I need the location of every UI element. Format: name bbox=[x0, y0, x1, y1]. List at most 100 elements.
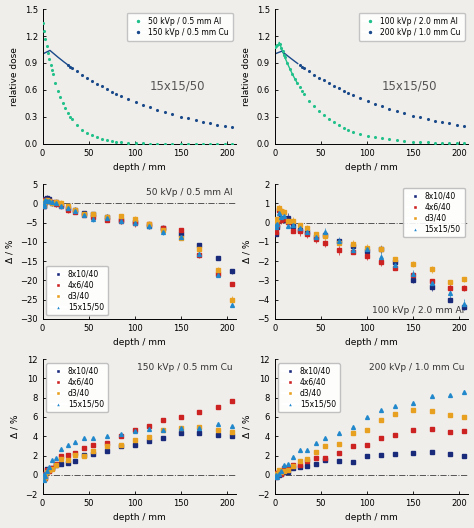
Legend: 50 kVp / 0.5 mm Al, 150 kVp / 0.5 mm Cu: 50 kVp / 0.5 mm Al, 150 kVp / 0.5 mm Cu bbox=[127, 13, 233, 41]
Point bbox=[409, 111, 417, 120]
Point bbox=[39, 18, 46, 27]
Point bbox=[393, 107, 401, 115]
Y-axis label: relative dose: relative dose bbox=[10, 47, 19, 106]
Point bbox=[289, 70, 296, 78]
Y-axis label: Δ / %: Δ / % bbox=[243, 240, 252, 263]
Point bbox=[424, 138, 431, 147]
Point bbox=[330, 82, 337, 90]
Point bbox=[40, 27, 48, 35]
Point bbox=[371, 133, 379, 142]
Point bbox=[199, 139, 207, 148]
Point bbox=[320, 111, 328, 120]
Point bbox=[349, 91, 357, 99]
Point bbox=[310, 70, 318, 79]
Point bbox=[325, 79, 333, 88]
Point bbox=[184, 114, 192, 122]
Point bbox=[277, 44, 285, 52]
Point bbox=[66, 62, 74, 71]
Point bbox=[199, 118, 207, 126]
Point bbox=[43, 42, 50, 50]
Point bbox=[213, 120, 221, 129]
Point bbox=[453, 139, 460, 147]
X-axis label: depth / mm: depth / mm bbox=[113, 513, 166, 522]
Point bbox=[113, 137, 120, 146]
Legend: 8x10/40, 4x6/40, d3/40, 15x15/50: 8x10/40, 4x6/40, d3/40, 15x15/50 bbox=[46, 266, 108, 315]
Point bbox=[68, 115, 76, 124]
Point bbox=[83, 129, 91, 137]
Point bbox=[431, 116, 438, 125]
Point bbox=[154, 106, 161, 114]
Point bbox=[385, 105, 393, 113]
Point bbox=[305, 67, 313, 76]
Point bbox=[378, 102, 386, 110]
Point bbox=[168, 110, 175, 118]
Point bbox=[221, 121, 228, 130]
Point bbox=[273, 41, 281, 50]
Point bbox=[296, 83, 304, 91]
Text: 150 kVp / 0.5 mm Cu: 150 kVp / 0.5 mm Cu bbox=[137, 363, 233, 372]
Point bbox=[93, 133, 100, 142]
Point bbox=[73, 67, 81, 76]
Point bbox=[62, 104, 69, 112]
Point bbox=[73, 121, 81, 129]
Point bbox=[132, 98, 139, 106]
Point bbox=[424, 115, 431, 123]
Point bbox=[356, 129, 364, 138]
Point bbox=[139, 101, 146, 109]
Point bbox=[184, 139, 192, 148]
Point bbox=[59, 99, 66, 107]
Point bbox=[88, 77, 96, 85]
Point bbox=[438, 139, 446, 147]
X-axis label: depth / mm: depth / mm bbox=[113, 163, 166, 172]
Point bbox=[460, 122, 468, 130]
Point bbox=[177, 139, 185, 148]
Point bbox=[335, 121, 342, 129]
Point bbox=[345, 126, 352, 134]
Point bbox=[221, 139, 228, 148]
Point bbox=[98, 82, 105, 91]
Point bbox=[168, 139, 175, 148]
Point bbox=[46, 55, 53, 63]
Point bbox=[385, 135, 393, 144]
Point bbox=[299, 87, 306, 96]
Y-axis label: Δ / %: Δ / % bbox=[11, 415, 20, 438]
Text: 200 kVp / 1.0 mm Cu: 200 kVp / 1.0 mm Cu bbox=[369, 363, 465, 372]
Point bbox=[78, 125, 86, 134]
X-axis label: depth / mm: depth / mm bbox=[113, 338, 166, 347]
Point bbox=[125, 138, 132, 147]
Point bbox=[286, 64, 293, 73]
Point bbox=[192, 139, 200, 148]
Point bbox=[271, 43, 278, 51]
Legend: 8x10/40, 4x6/40, d3/40, 15x15/50: 8x10/40, 4x6/40, d3/40, 15x15/50 bbox=[46, 363, 108, 412]
Point bbox=[41, 34, 49, 43]
Point bbox=[446, 139, 453, 147]
Point bbox=[293, 79, 301, 88]
Legend: 8x10/40, 4x6/40, d3/40, 15x15/50: 8x10/40, 4x6/40, d3/40, 15x15/50 bbox=[278, 363, 340, 412]
Point bbox=[213, 139, 221, 148]
X-axis label: depth / mm: depth / mm bbox=[345, 338, 398, 347]
Point bbox=[98, 135, 105, 143]
Point bbox=[68, 64, 76, 72]
Point bbox=[305, 96, 313, 105]
Point bbox=[325, 115, 333, 124]
Point bbox=[48, 66, 55, 74]
Point bbox=[438, 118, 446, 126]
Point bbox=[103, 136, 110, 144]
Point bbox=[54, 86, 62, 95]
Point bbox=[206, 139, 214, 148]
Point bbox=[93, 80, 100, 88]
Point bbox=[340, 87, 347, 95]
Point bbox=[279, 47, 286, 55]
Point bbox=[310, 102, 318, 110]
Point bbox=[64, 61, 72, 69]
Point bbox=[320, 76, 328, 84]
Point bbox=[417, 138, 424, 146]
Point bbox=[299, 63, 306, 71]
Point bbox=[453, 120, 460, 129]
Point bbox=[301, 90, 308, 98]
Point bbox=[64, 109, 72, 117]
Point bbox=[356, 94, 364, 102]
Point bbox=[83, 73, 91, 82]
Point bbox=[49, 70, 56, 78]
Point bbox=[378, 134, 386, 143]
